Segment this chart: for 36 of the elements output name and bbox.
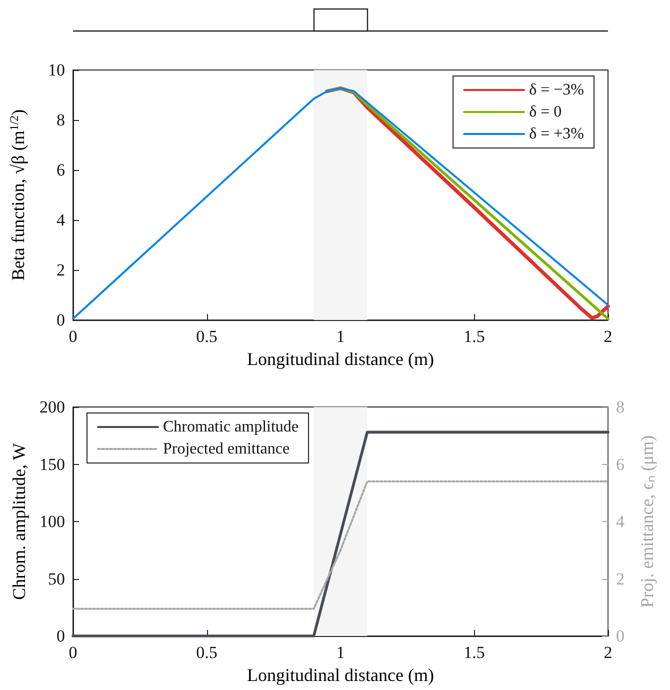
y2-tick-label: 2	[616, 569, 624, 588]
x-tick-label: 1	[336, 643, 345, 662]
y-tick-label: 8	[56, 110, 65, 130]
legend-label: Projected emittance	[163, 440, 290, 458]
y-tick-label: 50	[48, 569, 65, 588]
legend-label: δ = +3%	[529, 126, 584, 142]
y-tick-label: 2	[56, 260, 65, 280]
x-tick-label: 0	[68, 643, 78, 662]
x-axis-title: Longitudinal distance (m)	[247, 665, 434, 685]
y-tick-label: 0	[56, 626, 65, 646]
legend-label: δ = 0	[529, 104, 562, 120]
legend-label: Chromatic amplitude	[163, 418, 299, 436]
y-tick-label: 10	[48, 60, 65, 80]
x-tick-label: 1	[336, 327, 345, 346]
y-axis-title: Beta function, √β (m1/2)	[7, 109, 28, 281]
x-tick-label: 1.5	[464, 643, 485, 662]
x-tick-label: 0.5	[196, 643, 218, 662]
x-tick-label: 2	[604, 643, 612, 662]
y-tick-label: 4	[56, 210, 66, 230]
x-tick-label: 0	[68, 327, 78, 346]
y-axis-title: Chrom. amplitude, W	[9, 443, 29, 600]
x-tick-label: 2	[604, 327, 612, 346]
x-tick-label: 1.5	[464, 327, 485, 346]
y2-tick-label: 4	[616, 512, 625, 531]
y-tick-label: 100	[40, 512, 65, 531]
y-tick-label: 0	[56, 310, 65, 330]
y-tick-label: 200	[40, 398, 65, 416]
y2-axis-title: Proj. emittance, ϵₙ (μm)	[637, 435, 657, 608]
y2-tick-label: 0	[616, 626, 624, 646]
y2-tick-label: 8	[616, 398, 624, 416]
x-axis-title: Longitudinal distance (m)	[247, 349, 434, 369]
x-tick-label: 0.5	[196, 327, 218, 346]
y-tick-label: 150	[40, 454, 65, 474]
y-tick-label: 6	[56, 160, 65, 180]
y2-tick-label: 6	[616, 454, 624, 474]
legend-label: δ = −3%	[529, 82, 584, 98]
